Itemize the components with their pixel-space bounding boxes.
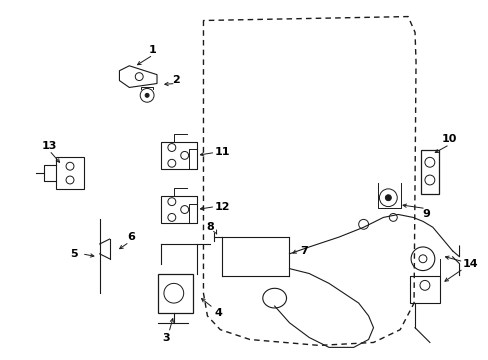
- Bar: [161, 141, 196, 169]
- Text: 13: 13: [41, 140, 57, 150]
- Text: 11: 11: [214, 148, 229, 157]
- Text: 3: 3: [162, 333, 169, 342]
- Polygon shape: [119, 66, 157, 87]
- Text: 1: 1: [149, 45, 157, 55]
- Text: 9: 9: [421, 210, 429, 220]
- Text: 5: 5: [70, 249, 78, 259]
- Text: 14: 14: [462, 259, 477, 269]
- Bar: [409, 275, 439, 303]
- Text: 4: 4: [214, 308, 222, 318]
- Text: 2: 2: [172, 75, 179, 85]
- Text: 12: 12: [214, 202, 229, 212]
- Bar: [158, 274, 192, 313]
- Text: 7: 7: [300, 246, 307, 256]
- Bar: [161, 196, 196, 223]
- Text: 6: 6: [127, 232, 135, 242]
- Circle shape: [145, 93, 149, 97]
- Text: 8: 8: [206, 222, 214, 232]
- Bar: [56, 157, 83, 189]
- Circle shape: [385, 195, 390, 201]
- Bar: [420, 150, 438, 194]
- Text: 10: 10: [441, 134, 456, 144]
